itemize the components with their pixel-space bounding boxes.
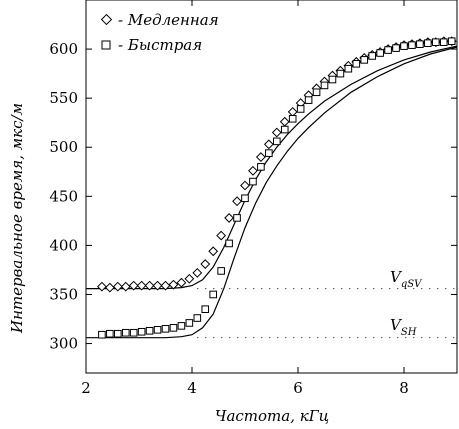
y-tick-label: 350	[49, 285, 78, 303]
data-point-diamond	[152, 280, 163, 291]
data-point-square	[169, 324, 178, 332]
data-point-square	[296, 105, 305, 113]
data-point-square	[145, 326, 154, 335]
data-point-diamond	[112, 281, 123, 292]
data-point-square	[424, 39, 432, 47]
y-tick-label: 300	[49, 335, 78, 353]
data-point-diamond	[216, 230, 227, 241]
legend-marker-square	[101, 40, 111, 50]
data-point-square	[416, 40, 424, 48]
data-point-square	[185, 319, 194, 327]
data-point-square	[368, 52, 376, 60]
x-tick-label: 2	[81, 379, 91, 397]
y-tick-label: 600	[49, 40, 78, 58]
model-curves	[86, 45, 458, 339]
data-point-square	[408, 41, 416, 49]
data-point-square	[328, 75, 337, 84]
data-point-diamond	[144, 280, 155, 291]
data-point-diamond	[248, 165, 258, 176]
data-point-diamond	[128, 280, 139, 291]
data-point-square	[344, 64, 353, 73]
data-point-square	[447, 37, 456, 46]
x-tick-label: 6	[293, 379, 303, 397]
data-point-square	[209, 290, 217, 299]
data-point-square	[98, 330, 106, 339]
data-point-square	[392, 44, 400, 52]
annotation-vqsv: VqSV	[390, 268, 423, 290]
x-axis-title: Частота, кГц	[215, 407, 329, 425]
data-point-diamond	[200, 259, 211, 269]
data-point-diamond	[279, 116, 290, 127]
data-point-square	[193, 314, 202, 322]
y-axis-title: Интервальное время, мкс/м	[8, 103, 26, 334]
data-point-diamond	[176, 277, 187, 288]
plot-frame	[85, 0, 458, 374]
data-point-square	[257, 163, 265, 171]
data-point-square	[106, 329, 114, 338]
data-point-diamond	[240, 180, 250, 191]
reference-lines	[197, 288, 455, 339]
model-curve-1	[86, 45, 458, 290]
data-point-square	[360, 56, 369, 64]
data-markers	[96, 36, 457, 339]
data-point-diamond	[96, 281, 107, 292]
data-point-diamond	[136, 280, 147, 291]
data-point-square	[114, 329, 122, 338]
data-point-square	[161, 325, 170, 333]
data-point-diamond	[120, 281, 131, 292]
data-point-square	[320, 81, 329, 90]
data-point-square	[304, 96, 313, 104]
x-tick-label: 8	[399, 379, 409, 397]
y-tick-label: 550	[49, 89, 78, 107]
data-point-diamond	[271, 127, 282, 138]
data-point-square	[336, 69, 345, 78]
data-point-square	[273, 137, 281, 146]
y-tick-label: 450	[49, 187, 78, 205]
legend: - Медленная - Быстрая	[100, 11, 219, 54]
data-point-square	[439, 38, 448, 47]
data-point-square	[129, 328, 138, 337]
data-point-diamond	[184, 273, 195, 284]
data-point-diamond	[104, 282, 115, 293]
data-point-diamond	[160, 280, 171, 291]
data-point-square	[352, 60, 361, 68]
data-point-square	[241, 194, 249, 203]
data-point-square	[288, 114, 297, 123]
data-point-diamond	[255, 152, 266, 162]
data-point-square	[121, 328, 130, 337]
data-point-square	[432, 38, 440, 47]
data-point-diamond	[224, 213, 235, 223]
annotation-vsh: VSH	[390, 316, 417, 338]
axis-ticks: 2 4 6 8 300 350 400 450 500 550 600	[49, 0, 457, 397]
data-point-square	[137, 327, 146, 336]
data-point-diamond	[287, 106, 298, 117]
data-point-square	[249, 177, 257, 186]
model-curve-2	[86, 46, 458, 339]
legend-marker-diamond	[100, 13, 113, 26]
data-point-square	[265, 149, 273, 157]
data-point-diamond	[263, 139, 274, 150]
data-point-square	[201, 305, 210, 313]
data-point-square	[225, 239, 233, 248]
y-tick-label: 500	[49, 138, 78, 156]
legend-label-fast: - Быстрая	[118, 36, 202, 54]
x-tick-label: 4	[187, 379, 197, 397]
y-tick-label: 400	[49, 236, 78, 254]
data-point-square	[312, 88, 321, 97]
legend-label-slow: - Медленная	[118, 11, 219, 29]
data-point-square	[376, 49, 384, 57]
data-point-diamond	[192, 267, 203, 278]
data-point-square	[177, 322, 186, 330]
data-point-square	[400, 42, 408, 50]
data-point-square	[233, 214, 241, 222]
data-point-diamond	[208, 246, 219, 257]
data-point-square	[153, 326, 162, 334]
data-point-diamond	[232, 196, 242, 207]
data-point-square	[280, 125, 289, 134]
data-point-square	[384, 46, 392, 54]
data-point-square	[217, 267, 225, 275]
data-point-diamond	[168, 279, 179, 290]
